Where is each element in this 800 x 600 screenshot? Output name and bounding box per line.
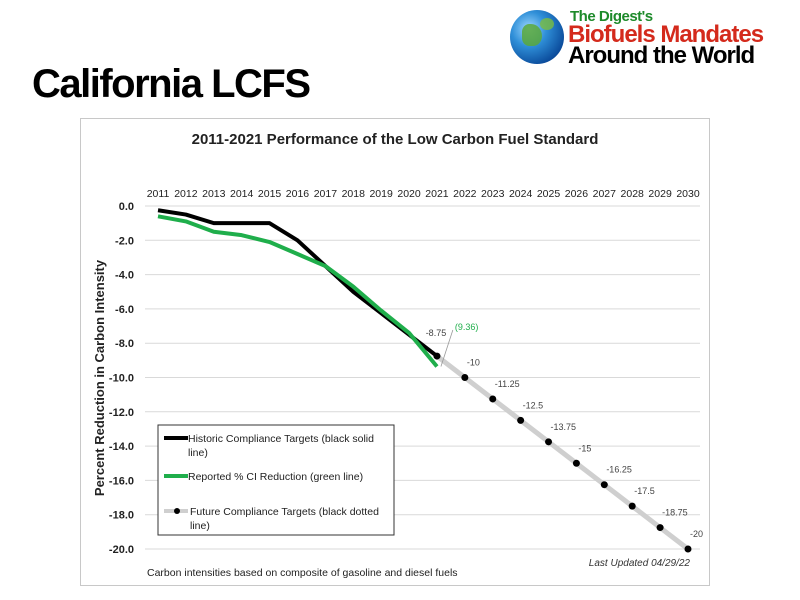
future-targets-line — [435, 354, 690, 551]
future-target-point — [517, 416, 525, 424]
last-updated: Last Updated 04/29/22 — [589, 558, 691, 569]
green-end-annotation: (9.36) — [455, 322, 479, 332]
future-target-point — [656, 524, 664, 532]
legend-box — [157, 424, 395, 536]
y-tick-label: -16.0 — [109, 475, 134, 487]
x-tick-label: 2014 — [230, 188, 254, 200]
x-tick-label: 2015 — [258, 188, 282, 200]
future-target-point — [489, 395, 497, 403]
future-target-point — [628, 502, 636, 510]
y-tick-label: -8.0 — [115, 338, 134, 350]
y-tick-label: -12.0 — [109, 407, 134, 419]
x-tick-label: 2030 — [676, 188, 700, 200]
x-tick-label: 2011 — [147, 188, 170, 200]
x-tick-label: 2026 — [565, 188, 589, 200]
future-target-label: -12.5 — [523, 400, 544, 410]
future-target-label: -18.75 — [662, 508, 688, 518]
digest-logo: The Digest's Biofuels Mandates Around th… — [510, 8, 790, 69]
future-target-label: -20 — [690, 529, 703, 539]
footnote: Carbon intensities based on composite of… — [147, 567, 458, 579]
legend-label-future-cont: line) — [190, 520, 210, 532]
legend-swatch-future-dot — [174, 508, 180, 514]
y-tick-label: -14.0 — [109, 441, 134, 453]
future-target-label: -16.25 — [606, 465, 632, 475]
future-target-point — [461, 374, 469, 381]
x-tick-label: 2021 — [425, 188, 449, 200]
x-tick-label: 2017 — [314, 188, 338, 200]
future-target-label: -10 — [467, 358, 480, 368]
future-target-label: -15 — [578, 443, 591, 453]
y-tick-label: 0.0 — [119, 201, 134, 213]
slide-title: California LCFS — [32, 62, 311, 106]
legend-label-historic-cont: line) — [188, 447, 208, 459]
chart-title: 2011-2021 Performance of the Low Carbon … — [192, 131, 599, 148]
future-target-point — [684, 545, 692, 553]
y-axis-label: Percent Reduction in Carbon Intensity — [92, 259, 107, 496]
x-tick-label: 2029 — [648, 188, 672, 200]
chart-frame — [80, 118, 710, 586]
x-tick-label: 2018 — [342, 188, 366, 200]
x-tick-label: 2023 — [481, 188, 505, 200]
x-tick-label: 2022 — [453, 188, 477, 200]
x-tick-label: 2020 — [397, 188, 421, 200]
historic-targets-line — [157, 208, 439, 358]
y-tick-label: -4.0 — [115, 270, 134, 282]
future-target-label: -13.75 — [551, 422, 577, 432]
legend-label-reported: Reported % CI Reduction (green line) — [188, 471, 363, 483]
y-tick-label: -6.0 — [115, 304, 134, 316]
future-target-label: -8.75 — [426, 328, 447, 338]
logo-line1: The Digest's — [570, 8, 653, 25]
logo-line3: Around the World — [568, 42, 755, 69]
future-target-label: -11.25 — [495, 379, 520, 389]
legend-label-historic: Historic Compliance Targets (black solid — [188, 433, 374, 445]
x-tick-label: 2028 — [621, 188, 645, 200]
future-target-point — [572, 459, 580, 467]
y-tick-label: -2.0 — [115, 235, 134, 247]
future-target-point — [433, 352, 441, 360]
x-tick-label: 2025 — [537, 188, 561, 200]
y-tick-label: -20.0 — [109, 544, 134, 556]
y-tick-label: -18.0 — [109, 510, 134, 522]
y-tick-label: -10.0 — [109, 373, 134, 385]
x-tick-label: 2016 — [286, 188, 310, 200]
globe-icon — [510, 10, 564, 64]
future-target-point — [545, 438, 553, 446]
x-tick-label: 2013 — [202, 188, 226, 200]
x-tick-label: 2012 — [174, 188, 198, 200]
x-tick-label: 2024 — [509, 188, 533, 200]
future-target-point — [600, 481, 608, 489]
annotation-leader — [440, 329, 454, 367]
future-target-label: -17.5 — [634, 486, 655, 496]
x-tick-label: 2027 — [593, 188, 617, 200]
x-tick-label: 2019 — [369, 188, 393, 200]
reported-reduction-line — [157, 214, 439, 368]
legend-label-future: Future Compliance Targets (black dotted — [190, 506, 379, 518]
logo-line2: Biofuels Mandates — [568, 21, 764, 48]
